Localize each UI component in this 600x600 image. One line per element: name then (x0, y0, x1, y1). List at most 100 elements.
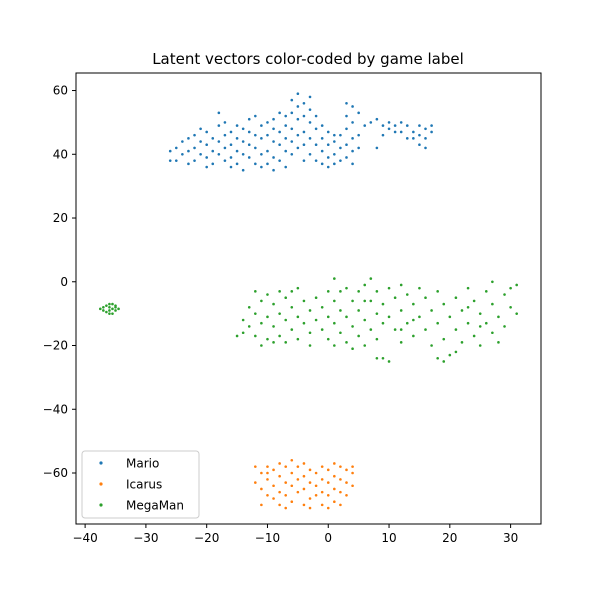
point-megaman-19 (247, 305, 251, 309)
point-mario-145 (333, 133, 336, 137)
point-megaman-49 (314, 318, 318, 322)
point-megaman-9 (111, 312, 114, 315)
x-axis: −40 −30 −20 −10 0 10 20 30 (72, 524, 518, 545)
point-mario-36 (241, 140, 245, 143)
point-mario-63 (284, 114, 288, 118)
point-mario-1 (168, 149, 172, 153)
point-mario-41 (247, 143, 251, 147)
point-megaman-46 (308, 331, 312, 335)
point-mario-8 (193, 133, 196, 137)
point-mario-40 (247, 130, 251, 134)
point-mario-27 (223, 159, 227, 162)
point-icarus-38 (326, 468, 330, 472)
point-megaman-95 (418, 315, 421, 319)
point-megaman-14 (108, 302, 111, 306)
point-mario-114 (357, 111, 360, 115)
point-mario-17 (211, 137, 215, 140)
point-icarus-52 (351, 484, 354, 488)
point-megaman-86 (393, 328, 397, 331)
point-mario-58 (272, 168, 275, 172)
point-megaman-73 (369, 277, 373, 280)
point-mario-37 (241, 152, 245, 156)
point-mario-22 (217, 140, 221, 143)
point-icarus-25 (302, 474, 306, 478)
point-mario-96 (326, 156, 330, 159)
point-megaman-85 (393, 296, 397, 300)
point-megaman-45 (308, 309, 312, 312)
point-mario-118 (375, 117, 379, 121)
point-megaman-25 (260, 321, 263, 325)
point-megaman-28 (266, 315, 269, 319)
y-tick-label-0: −60 (43, 466, 68, 480)
point-mario-28 (229, 130, 233, 134)
point-icarus-43 (333, 487, 336, 491)
point-icarus-55 (339, 503, 342, 507)
point-megaman-97 (424, 328, 427, 331)
point-mario-11 (199, 127, 202, 131)
point-megaman-124 (503, 325, 506, 328)
point-megaman-115 (478, 344, 482, 347)
point-mario-42 (247, 156, 251, 159)
point-mario-84 (308, 137, 312, 140)
point-mario-20 (217, 111, 221, 115)
point-megaman-65 (351, 325, 354, 328)
point-megaman-74 (369, 299, 373, 303)
point-icarus-36 (320, 490, 324, 494)
point-mario-122 (387, 127, 391, 131)
point-megaman-2 (105, 304, 108, 307)
x-tick-label-4: 0 (324, 531, 332, 545)
point-megaman-35 (284, 296, 288, 300)
legend-marker-mario (99, 461, 103, 465)
point-mario-62 (278, 159, 281, 162)
point-megaman-76 (375, 290, 379, 293)
point-megaman-109 (460, 341, 464, 344)
point-mario-35 (241, 127, 245, 131)
point-mario-95 (326, 143, 330, 147)
point-megaman-1 (102, 309, 105, 312)
point-megaman-56 (333, 299, 336, 303)
point-icarus-10 (272, 497, 275, 500)
point-mario-51 (266, 121, 269, 124)
point-mario-115 (357, 133, 360, 137)
point-megaman-29 (266, 337, 269, 341)
point-mario-98 (333, 140, 336, 143)
point-mario-61 (278, 143, 281, 147)
point-icarus-35 (320, 478, 324, 481)
point-mario-43 (254, 114, 257, 118)
point-megaman-31 (272, 325, 275, 328)
x-tick-label-6: 20 (442, 531, 457, 545)
point-megaman-137 (375, 356, 379, 360)
point-megaman-123 (503, 293, 506, 296)
point-mario-87 (314, 127, 318, 131)
point-mario-31 (229, 165, 233, 169)
point-mario-59 (278, 111, 281, 115)
x-tick-label-7: 30 (503, 531, 518, 545)
point-mario-60 (278, 130, 281, 134)
point-icarus-39 (326, 481, 330, 484)
point-megaman-11 (114, 309, 117, 312)
point-mario-79 (302, 130, 306, 134)
y-axis: −60 −40 −20 0 20 40 60 (43, 84, 76, 480)
point-mario-67 (290, 98, 294, 102)
legend-label-megaman: MegaMan (126, 499, 184, 513)
point-mario-142 (235, 124, 239, 127)
point-mario-66 (284, 149, 288, 153)
point-megaman-128 (515, 283, 518, 287)
point-mario-125 (399, 130, 403, 134)
point-mario-88 (314, 143, 318, 147)
point-mario-54 (266, 162, 269, 166)
point-icarus-23 (296, 490, 300, 494)
point-mario-55 (272, 127, 275, 131)
point-mario-15 (205, 143, 208, 147)
point-icarus-11 (278, 462, 281, 465)
point-megaman-129 (442, 360, 446, 363)
point-mario-65 (284, 137, 288, 140)
y-tick-label-4: 20 (53, 211, 68, 225)
point-mario-25 (223, 133, 227, 137)
point-mario-107 (345, 143, 348, 147)
point-mario-47 (260, 124, 263, 127)
point-megaman-0 (102, 305, 105, 309)
point-megaman-34 (278, 334, 281, 338)
point-megaman-120 (491, 331, 494, 335)
